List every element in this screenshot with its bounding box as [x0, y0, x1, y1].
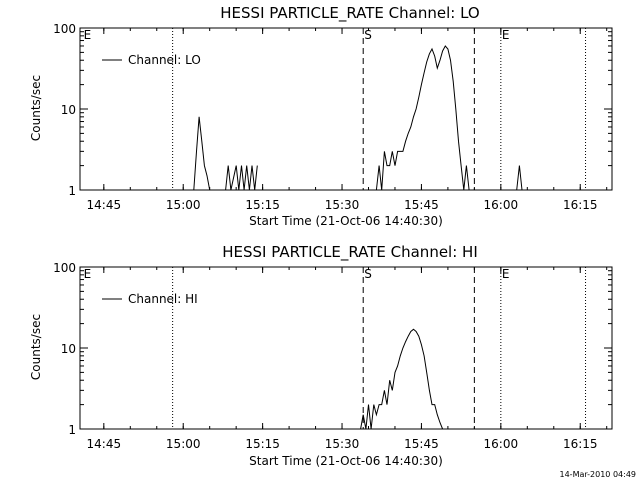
plot-area: 14:45 15:00 15:15 15:30 15:45 16:00 16:15 1 10 10… — [53, 22, 613, 212]
series-line-segment — [193, 116, 211, 191]
plot-area: 14:45 15:00 15:15 15:30 15:45 16:00 16:15 1 10 10… — [53, 261, 613, 451]
x-tick-label: 14:45 — [87, 198, 122, 212]
legend-label: Channel: HI — [128, 292, 198, 306]
x-axis-label: Start Time (21-Oct-06 14:40:30) — [249, 454, 443, 468]
panel-channel-hi: HESSI PARTICLE_RATE Channel: HI Counts/s… — [29, 243, 613, 468]
x-axis-label: Start Time (21-Oct-06 14:40:30) — [249, 214, 443, 228]
x-tick-label: 15:15 — [245, 198, 280, 212]
panel-channel-lo: HESSI PARTICLE_RATE Channel: LO Counts/s… — [29, 4, 613, 228]
event-marker-label: E — [84, 267, 92, 281]
x-tick-label: 15:45 — [404, 198, 439, 212]
series-line — [375, 45, 488, 191]
y-tick-label: 1 — [68, 184, 76, 198]
y-tick-label: 10 — [61, 342, 76, 356]
y-tick-label: 100 — [53, 22, 76, 36]
x-tick-label: 16:00 — [484, 198, 519, 212]
y-axis-label: Counts/sec — [29, 75, 43, 141]
series-line-segment — [516, 165, 523, 191]
series-line-segment — [225, 165, 258, 191]
legend-label: Channel: LO — [128, 53, 201, 67]
x-tick-label: 16:15 — [563, 198, 598, 212]
x-tick-label: 15:30 — [325, 198, 360, 212]
y-axis-label: Counts/sec — [29, 314, 43, 380]
x-tick-label: 15:45 — [404, 437, 439, 451]
event-marker-label: S — [364, 28, 372, 42]
x-tick-label: 15:00 — [166, 198, 201, 212]
event-marker-label: E — [84, 28, 92, 42]
event-marker-label: S — [364, 267, 372, 281]
y-tick-label: 1 — [68, 423, 76, 437]
y-tick-label: 100 — [53, 261, 76, 275]
x-tick-label: 16:00 — [484, 437, 519, 451]
event-marker-label: E — [502, 28, 510, 42]
x-tick-label: 15:30 — [325, 437, 360, 451]
x-tick-label: 15:15 — [245, 437, 280, 451]
series-line — [360, 328, 444, 430]
x-tick-label: 15:00 — [166, 437, 201, 451]
footer-timestamp: 14-Mar-2010 04:49 — [560, 470, 637, 479]
y-tick-label: 10 — [61, 103, 76, 117]
event-marker-label: E — [502, 267, 510, 281]
x-tick-label: 14:45 — [87, 437, 122, 451]
chart-title: HESSI PARTICLE_RATE Channel: LO — [220, 4, 479, 23]
chart-title: HESSI PARTICLE_RATE Channel: HI — [222, 243, 478, 262]
x-tick-label: 16:15 — [563, 437, 598, 451]
